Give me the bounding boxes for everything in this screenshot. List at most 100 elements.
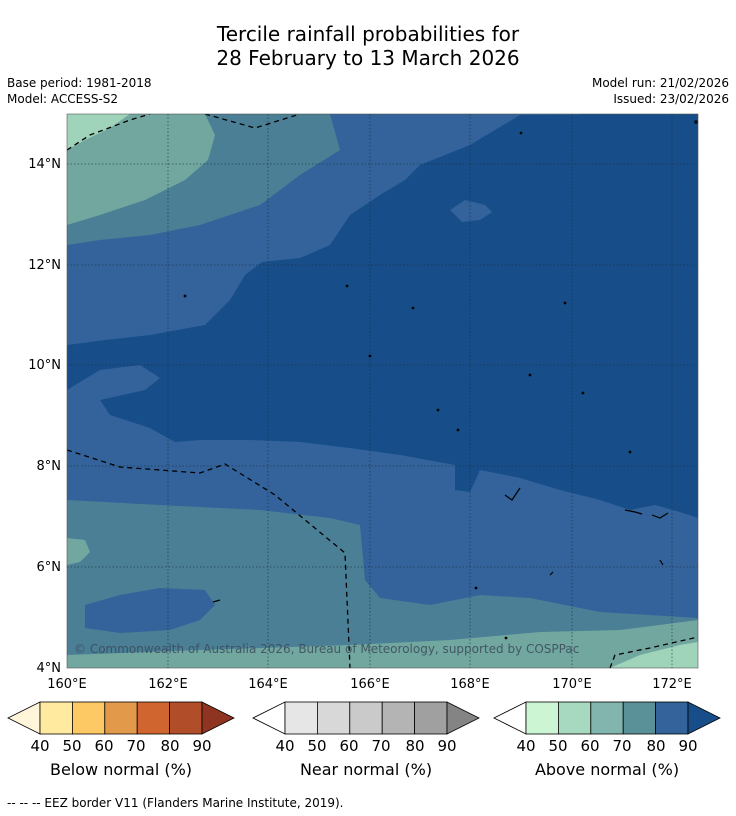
islands [183,120,698,640]
colorbar-tick: 60 [339,737,358,755]
zone-70-islet [450,200,492,222]
island-dot [436,408,440,412]
colorbar-above-ticks: 40 50 60 70 80 90 [516,737,697,755]
colorbar-near-label: Near normal (%) [299,760,433,779]
colorbar-above-swatches [493,701,721,735]
model-name: Model: ACCESS-S2 [7,92,119,106]
island-dot [528,373,532,377]
colorbar-swatch-high [446,701,480,735]
lat-label: 4°N [37,661,62,676]
eez-border-n [204,114,301,129]
colorbar-above: 40 50 60 70 80 90 [493,701,721,755]
colorbar-swatch-low [7,701,41,735]
issued-date: Issued: 23/02/2026 [613,92,729,106]
lat-label: 14°N [28,157,61,172]
island-dot [183,294,187,298]
colorbar-tick: 80 [646,737,665,755]
colorbar-near: 40 50 60 70 80 90 [252,701,480,755]
colorbar-tick: 40 [30,737,49,755]
map-title-line2: 28 February to 13 March 2026 [216,46,520,70]
island-dot [368,354,372,358]
zone-60-south [67,500,698,668]
island-dot [345,284,349,288]
colorbar-near-ticks: 40 50 60 70 80 90 [275,737,456,755]
zone-40-south [610,642,698,668]
colorbar-swatch [39,701,73,735]
map-title: Tercile rainfall probabilities for 28 Fe… [0,22,736,70]
island-4 [212,599,221,603]
lon-label: 164°E [248,677,288,692]
colorbar-swatch [381,701,415,735]
colorbar-tick: 90 [437,737,456,755]
copyright-notice: © Commonwealth of Australia 2026, Bureau… [74,642,579,656]
map-shading [67,114,698,668]
colorbar-near-swatches [252,701,480,735]
zone-70-inset [85,588,215,633]
colorbar-tick: 50 [548,737,567,755]
island-dot [504,636,508,640]
island-3 [504,487,521,501]
colorbar-swatch [72,701,106,735]
lat-label: 6°N [37,560,62,575]
island-1 [624,509,643,515]
lon-label: 166°E [350,677,390,692]
colorbar-tick: 40 [275,737,294,755]
colorbar-tick: 40 [516,737,535,755]
colorbar-swatch [590,701,624,735]
colorbar-swatch [414,701,448,735]
graticule [67,114,698,668]
eez-borders [67,114,698,668]
map-title-line1: Tercile rainfall probabilities for [216,22,520,46]
colorbar-tick: 90 [192,737,211,755]
lat-label: 10°N [28,358,61,373]
eez-footnote: -- -- -- EEZ border V11 (Flanders Marine… [7,796,344,810]
colorbar-tick: 70 [371,737,390,755]
eez-border-se [609,636,698,668]
colorbar-swatch [317,701,351,735]
model-run: Model run: 21/02/2026 [591,76,729,90]
colorbar-swatch-high [201,701,235,735]
colorbar-swatch-high [687,701,721,735]
colorbar-tick: 80 [160,737,179,755]
meta-left: Base period: 1981-2018 Model: ACCESS-S2 [7,75,152,107]
island-dot [581,391,585,395]
colorbar-swatch [558,701,592,735]
lon-label: 170°E [552,677,592,692]
lon-label: 168°E [450,677,490,692]
zone-50-west [67,538,90,565]
colorbar-below-label: Below normal (%) [49,760,193,779]
colorbar-below-ticks: 40 50 60 70 80 90 [30,737,211,755]
colorbar-tick: 80 [405,737,424,755]
eez-border-nw [67,114,151,151]
zone-50-north [67,114,215,225]
colorbar-tick: 60 [94,737,113,755]
colorbar-swatch-low [252,701,286,735]
island-dot [563,301,567,305]
island-dot [628,450,632,454]
colorbar-tick: 90 [678,737,697,755]
island-dot [694,120,698,124]
zone-90 [355,114,698,480]
lon-label: 172°E [652,677,692,692]
colorbar-tick: 50 [307,737,326,755]
colorbar-swatch [284,701,318,735]
base-period: Base period: 1981-2018 [7,76,152,90]
colorbar-swatch [655,701,689,735]
longitude-labels: 160°E 162°E 164°E 166°E 168°E 170°E 172°… [47,677,692,692]
colorbar-tick: 70 [612,737,631,755]
map-frame [66,113,699,669]
lon-label: 162°E [148,677,188,692]
island-2 [651,512,669,519]
colorbar-swatch [525,701,559,735]
island-dot [474,586,478,590]
lat-label: 8°N [37,459,62,474]
colorbar-swatch [104,701,138,735]
eez-border-sw [67,449,351,668]
colorbar-swatch [622,701,656,735]
probability-map: © Commonwealth of Australia 2026, Bureau… [28,113,699,692]
lon-label: 160°E [47,677,87,692]
island-5 [549,571,554,576]
zone-50-south [67,620,698,668]
colorbar-tick: 50 [62,737,81,755]
colorbar-swatch-low [493,701,527,735]
